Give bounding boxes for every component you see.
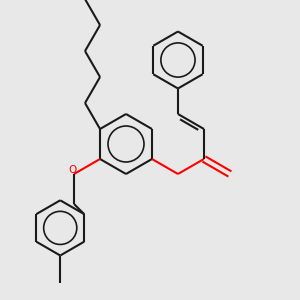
Text: O: O bbox=[68, 165, 77, 176]
